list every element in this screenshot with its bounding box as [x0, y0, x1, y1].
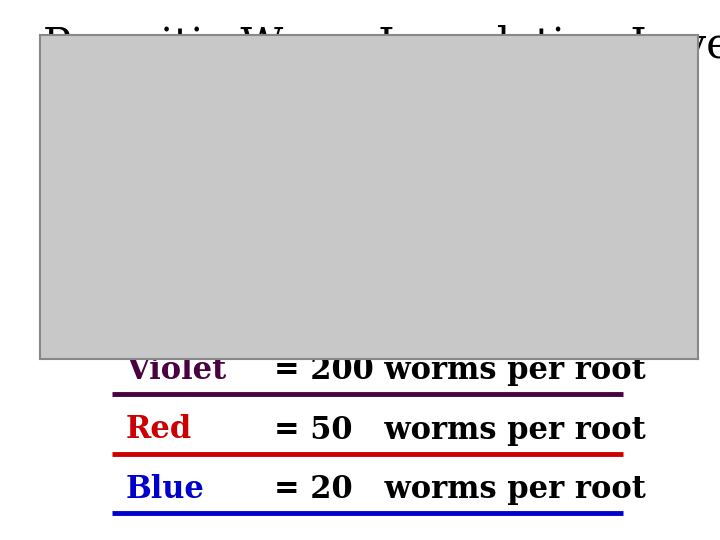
Text: = 20   worms per root: = 20 worms per root: [274, 474, 645, 505]
Text: Red: Red: [126, 415, 192, 446]
Text: = 50   worms per root: = 50 worms per root: [274, 415, 645, 446]
Text: = 200 worms per root: = 200 worms per root: [274, 355, 645, 386]
Text: Blue: Blue: [126, 474, 205, 505]
Text: Parasitic Worm Inoculation Levels: Parasitic Worm Inoculation Levels: [43, 24, 720, 66]
Text: Violet: Violet: [126, 355, 226, 386]
